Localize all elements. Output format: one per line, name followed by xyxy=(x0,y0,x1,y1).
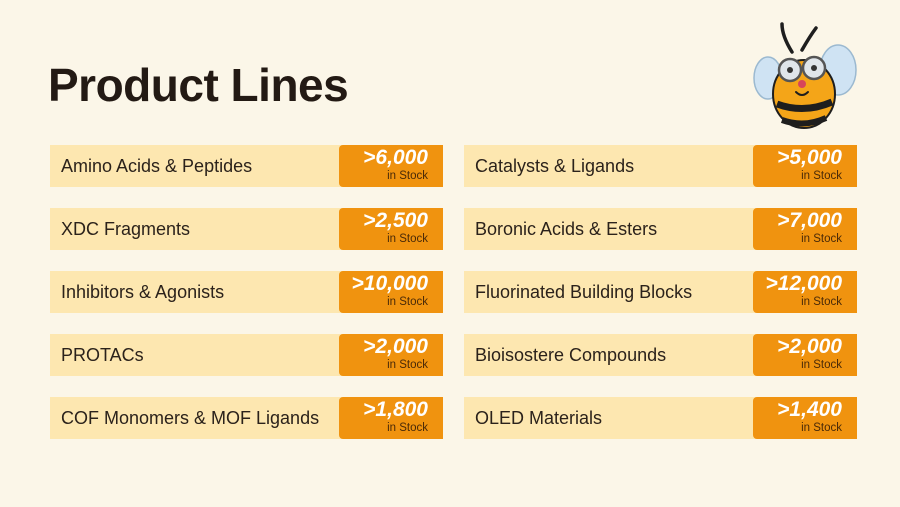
stock-count: >7,000 xyxy=(777,209,842,232)
stock-unit: in Stock xyxy=(387,233,428,245)
stock-count: >2,000 xyxy=(363,335,428,358)
stock-badge: >12,000 in Stock xyxy=(753,271,857,313)
stock-count: >10,000 xyxy=(351,272,429,295)
stock-unit: in Stock xyxy=(801,359,842,371)
product-row: Bioisostere Compounds >2,000 in Stock xyxy=(464,334,857,376)
product-label: Fluorinated Building Blocks xyxy=(475,281,693,302)
product-label: Bioisostere Compounds xyxy=(475,344,667,365)
product-label: Boronic Acids & Esters xyxy=(475,218,658,239)
stock-unit: in Stock xyxy=(801,170,842,182)
stock-badge: >2,000 in Stock xyxy=(753,334,857,376)
stock-badge: >1,400 in Stock xyxy=(753,397,857,439)
stock-unit: in Stock xyxy=(387,359,428,371)
stock-badge: >1,800 in Stock xyxy=(339,397,443,439)
stock-badge: >6,000 in Stock xyxy=(339,145,443,187)
product-row: COF Monomers & MOF Ligands >1,800 in Sto… xyxy=(50,397,443,439)
stock-count: >6,000 xyxy=(363,146,428,169)
stock-unit: in Stock xyxy=(801,422,842,434)
stock-badge: >10,000 in Stock xyxy=(339,271,443,313)
stock-unit: in Stock xyxy=(387,296,428,308)
stock-count: >2,500 xyxy=(363,209,428,232)
product-label: Amino Acids & Peptides xyxy=(61,155,253,176)
product-label: OLED Materials xyxy=(475,407,603,428)
product-row: Fluorinated Building Blocks >12,000 in S… xyxy=(464,271,857,313)
stock-badge: >7,000 in Stock xyxy=(753,208,857,250)
stock-count: >1,800 xyxy=(363,398,428,421)
page-title: Product Lines xyxy=(48,59,349,111)
product-row: Boronic Acids & Esters >7,000 in Stock xyxy=(464,208,857,250)
stock-unit: in Stock xyxy=(387,170,428,182)
stock-badge: >2,000 in Stock xyxy=(339,334,443,376)
product-label: Catalysts & Ligands xyxy=(475,155,635,176)
product-lines-grid: Amino Acids & Peptides >6,000 in Stock C… xyxy=(50,145,857,439)
product-row: Amino Acids & Peptides >6,000 in Stock xyxy=(50,145,443,187)
product-row: Inhibitors & Agonists >10,000 in Stock xyxy=(50,271,443,313)
stock-count: >12,000 xyxy=(765,272,843,295)
stock-count: >1,400 xyxy=(777,398,842,421)
product-row: PROTACs >2,000 in Stock xyxy=(50,334,443,376)
stock-badge: >5,000 in Stock xyxy=(753,145,857,187)
product-label: PROTACs xyxy=(61,344,144,365)
stock-count: >5,000 xyxy=(777,146,842,169)
stock-badge: >2,500 in Stock xyxy=(339,208,443,250)
product-label: COF Monomers & MOF Ligands xyxy=(61,407,320,428)
product-label: Inhibitors & Agonists xyxy=(61,281,225,302)
product-row: Catalysts & Ligands >5,000 in Stock xyxy=(464,145,857,187)
stock-unit: in Stock xyxy=(801,296,842,308)
product-row: XDC Fragments >2,500 in Stock xyxy=(50,208,443,250)
product-row: OLED Materials >1,400 in Stock xyxy=(464,397,857,439)
stock-unit: in Stock xyxy=(801,233,842,245)
stock-count: >2,000 xyxy=(777,335,842,358)
bee-mascot-icon xyxy=(753,22,857,129)
stock-unit: in Stock xyxy=(387,422,428,434)
product-label: XDC Fragments xyxy=(61,218,191,239)
